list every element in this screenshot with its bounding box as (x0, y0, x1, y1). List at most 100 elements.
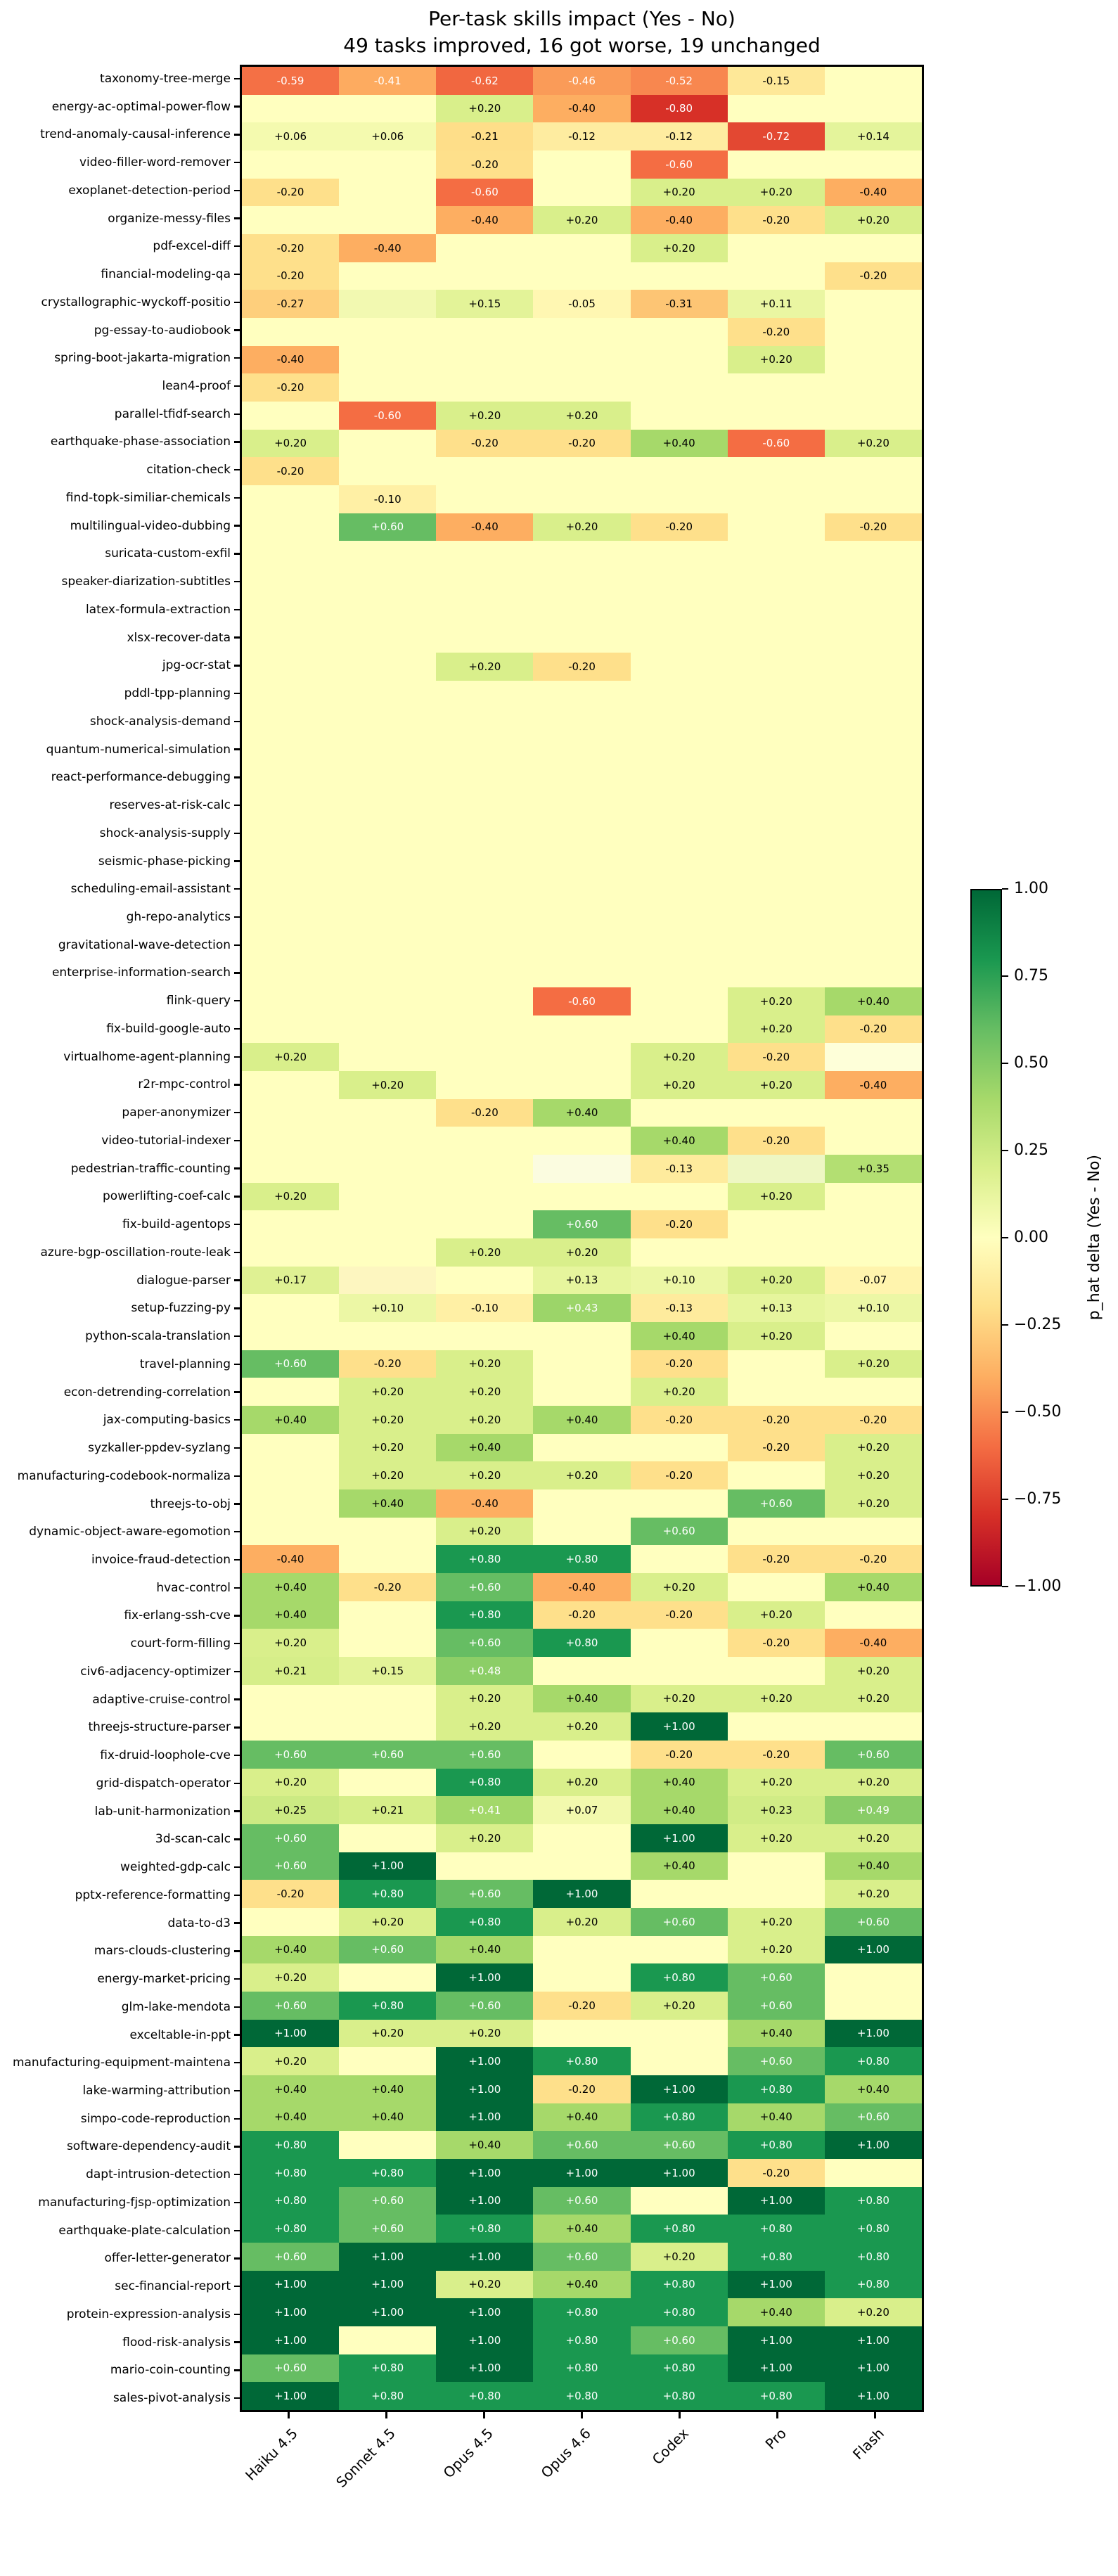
heatmap-cell: +1.00 (436, 2186, 534, 2215)
heatmap-cell: +0.40 (533, 2270, 631, 2299)
heatmap-cell: +0.20 (436, 94, 534, 123)
heatmap-cell: +0.20 (824, 1489, 922, 1518)
heatmap-cell: -0.20 (533, 2075, 631, 2103)
heatmap-cell (339, 373, 437, 402)
heatmap-cell (339, 1545, 437, 1573)
row-label-text: paper-anonymizer (122, 1106, 231, 1120)
y-tick (234, 1810, 240, 1812)
heatmap-cell (436, 1155, 534, 1183)
y-tick (234, 692, 240, 695)
heatmap-cell (533, 959, 631, 987)
heatmap-cell (339, 1601, 437, 1629)
heatmap-cell (533, 1322, 631, 1350)
y-tick (234, 525, 240, 527)
row-label: crystallographic-wyckoff-positio (0, 288, 240, 316)
heatmap-cell (339, 1155, 437, 1183)
heatmap-cell: +0.80 (727, 2215, 825, 2243)
heatmap-cell (533, 373, 631, 402)
heatmap-cell: +0.20 (824, 429, 922, 458)
heatmap-cell: +0.80 (339, 2354, 437, 2383)
row-label-text: find-topk-similiar-chemicals (65, 490, 231, 505)
y-tick (234, 1950, 240, 1952)
row-label: pg-essay-to-audiobook (0, 316, 240, 345)
heatmap-cell (727, 653, 825, 681)
heatmap-cell: +1.00 (436, 2103, 534, 2132)
heatmap-cell (339, 1768, 437, 1797)
heatmap-cell: +0.20 (824, 1824, 922, 1852)
y-tick (234, 2397, 240, 2399)
heatmap-cell (727, 1880, 825, 1908)
heatmap-cell: +0.20 (727, 1684, 825, 1713)
heatmap-cell: +0.80 (533, 2382, 631, 2410)
heatmap-cell (436, 262, 534, 290)
heatmap-cell (824, 1127, 922, 1155)
heatmap-cell (242, 987, 340, 1015)
row-label-text: seismic-phase-picking (98, 854, 231, 869)
heatmap-cell (824, 1378, 922, 1406)
heatmap-cell: -0.20 (727, 1433, 825, 1462)
y-tick (234, 2062, 240, 2064)
row-label-text: dialogue-parser (136, 1273, 231, 1288)
heatmap-cell (533, 847, 631, 876)
y-tick (234, 357, 240, 359)
colorbar-tick-label: 0.50 (1014, 1054, 1048, 1072)
heatmap-cell (436, 708, 534, 736)
heatmap-cell: +0.20 (824, 1657, 922, 1685)
heatmap-cell (727, 234, 825, 262)
row-label: pptx-reference-formatting (0, 1881, 240, 1909)
heatmap-cell: -0.20 (242, 1880, 340, 1908)
heatmap-cell: +1.00 (824, 2019, 922, 2048)
heatmap-cell: +0.80 (533, 1545, 631, 1573)
row-label: weighted-gdp-calc (0, 1853, 240, 1881)
heatmap-cell (630, 457, 728, 485)
heatmap-cell: -0.20 (630, 1601, 728, 1629)
heatmap-cell (339, 94, 437, 123)
heatmap-cell: +0.20 (242, 1043, 340, 1071)
heatmap-cell: +0.80 (242, 2215, 340, 2243)
heatmap-cell: +0.15 (339, 1657, 437, 1685)
row-label-text: shock-analysis-demand (89, 714, 231, 729)
row-label: multilingual-video-dubbing (0, 512, 240, 540)
heatmap-cell: +0.80 (436, 1908, 534, 1936)
heatmap-cell: +1.00 (727, 2186, 825, 2215)
row-label-text: court-form-filling (130, 1636, 231, 1651)
y-tick (234, 2285, 240, 2288)
heatmap-cell: -0.60 (727, 429, 825, 458)
y-tick (234, 2201, 240, 2204)
heatmap-cell (436, 736, 534, 764)
y-tick (234, 1111, 240, 1114)
heatmap-cell: +0.60 (339, 513, 437, 542)
heatmap-cell (824, 290, 922, 318)
colorbar-tick-label: −0.75 (1014, 1490, 1062, 1508)
heatmap-cell (339, 959, 437, 987)
y-tick (234, 2117, 240, 2120)
y-tick (234, 413, 240, 415)
heatmap-cell: -0.40 (824, 178, 922, 207)
heatmap-cell (630, 2047, 728, 2075)
heatmap-cell (533, 1182, 631, 1211)
heatmap-cell (339, 1127, 437, 1155)
heatmap-cell (339, 624, 437, 653)
heatmap-cell (242, 959, 340, 987)
heatmap-cell (824, 736, 922, 764)
heatmap-cell (436, 596, 534, 625)
y-tick (234, 1615, 240, 1617)
heatmap-cell: +0.20 (533, 1768, 631, 1797)
row-label-text: citation-check (146, 463, 231, 478)
row-label-text: manufacturing-equipment-maintena (12, 2056, 231, 2070)
heatmap-cell (533, 1155, 631, 1183)
heatmap-cell (727, 457, 825, 485)
row-label-text: dapt-intrusion-detection (86, 2167, 231, 2182)
y-tick (234, 469, 240, 471)
row-label: fix-build-google-auto (0, 1015, 240, 1043)
y-tick (234, 441, 240, 443)
row-label: speaker-diarization-subtitles (0, 568, 240, 596)
heatmap-cell (242, 569, 340, 597)
heatmap-cell: -0.80 (630, 94, 728, 123)
heatmap-cell: +0.20 (824, 2298, 922, 2326)
y-tick (234, 1643, 240, 1645)
heatmap-cell: +0.15 (436, 290, 534, 318)
heatmap-cell (824, 1963, 922, 1992)
heatmap-cell: -0.52 (630, 67, 728, 95)
heatmap-cell: +0.20 (436, 1712, 534, 1741)
